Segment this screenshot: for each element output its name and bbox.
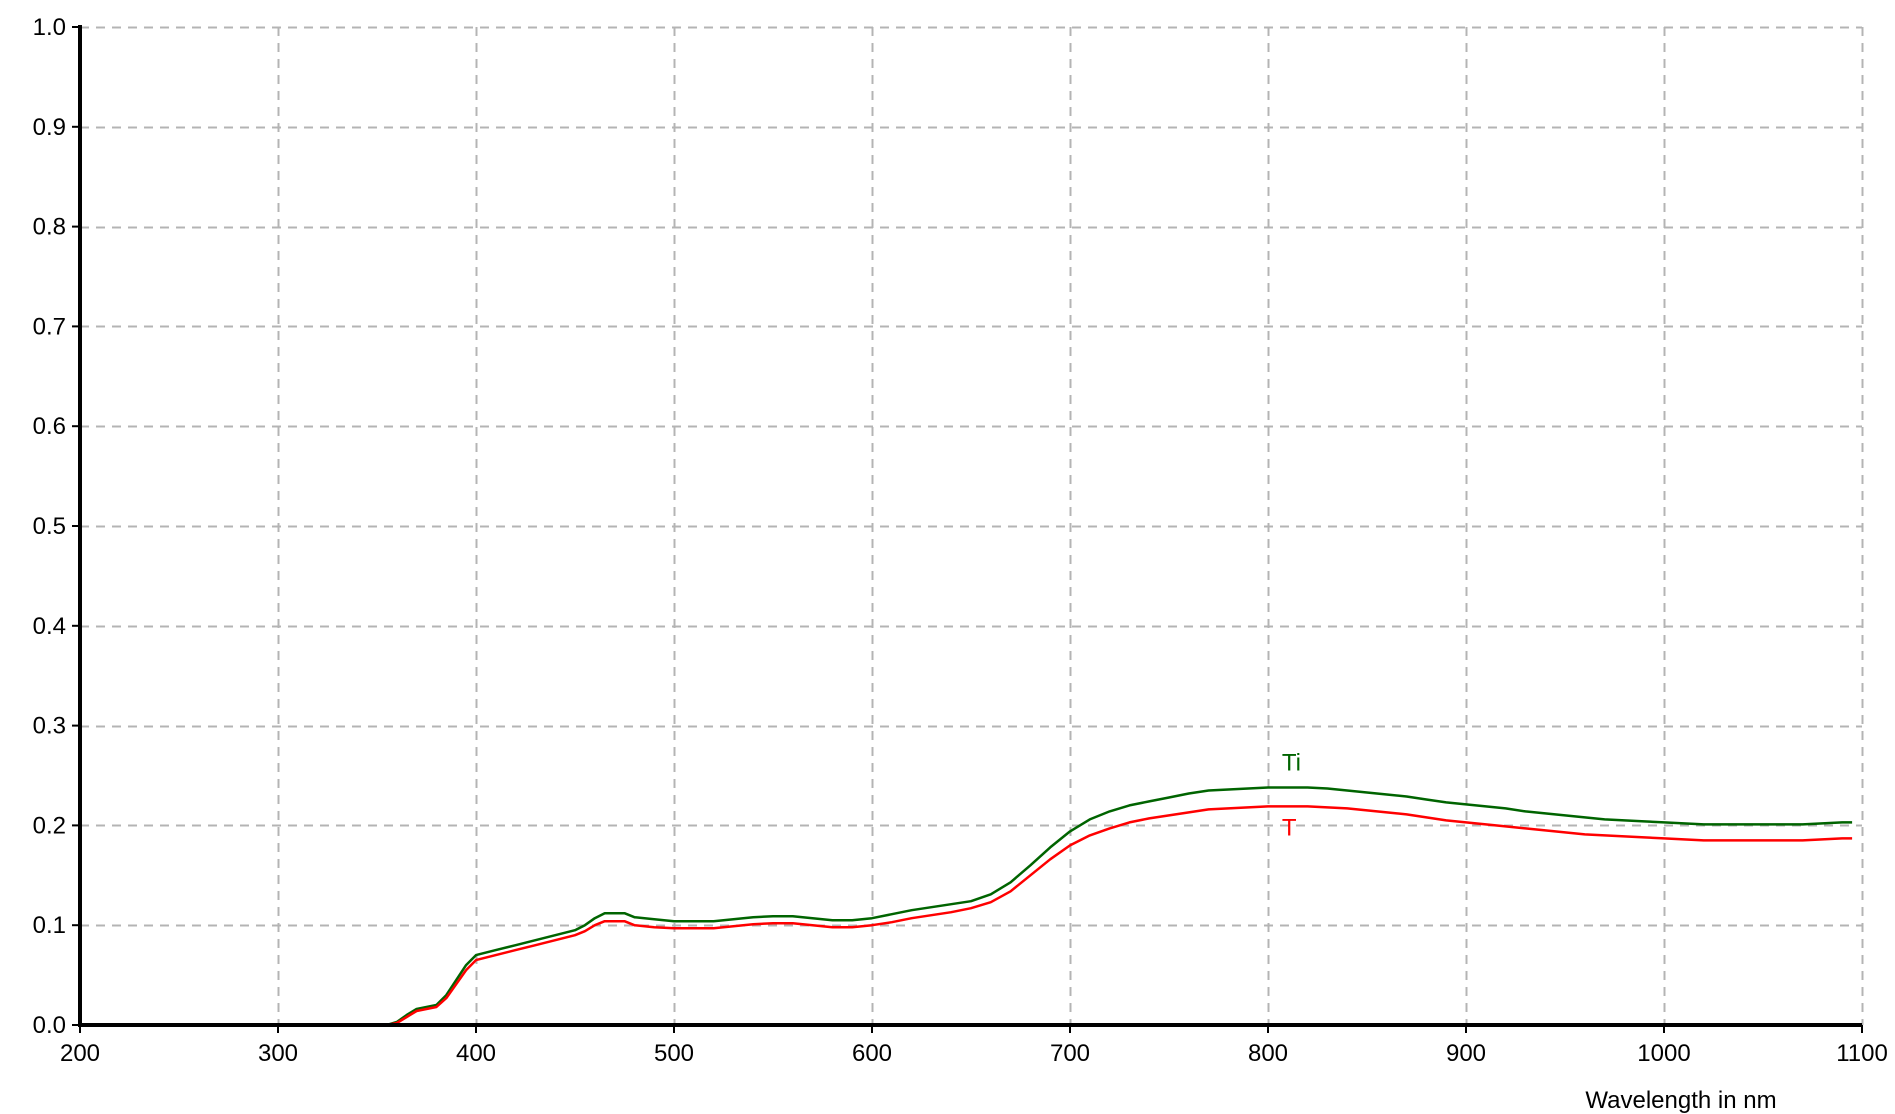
series-line-ti — [80, 786, 1853, 1027]
series-lines — [80, 786, 1853, 1027]
y-tick-label: 0.1 — [33, 912, 66, 939]
x-axis-ticks: 200 300 400 500 600 700 800 900 1000 1100 — [60, 1025, 1888, 1067]
y-tick-label: 0.7 — [33, 313, 66, 340]
x-tick-label: 1000 — [1637, 1040, 1690, 1067]
y-tick-label: 0.5 — [33, 513, 66, 540]
y-axis-ticks: 0.0 0.1 0.2 0.3 0.4 0.5 0.6 0.7 0.8 0.9 1.0 — [33, 14, 80, 1039]
series-label-t: T — [1282, 814, 1297, 841]
x-tick-label: 700 — [1050, 1040, 1090, 1067]
series-label-ti: Ti — [1282, 750, 1301, 777]
x-axis-title: Wavelength in nm — [1585, 1087, 1776, 1114]
y-tick-label: 0.2 — [33, 812, 66, 839]
series-line-t — [80, 805, 1853, 1027]
x-tick-label: 900 — [1446, 1040, 1486, 1067]
x-tick-label: 400 — [456, 1040, 496, 1067]
y-tick-label: 0.9 — [33, 114, 66, 141]
y-tick-label: 0.0 — [33, 1012, 66, 1039]
x-tick-label: 200 — [60, 1040, 100, 1067]
x-tick-label: 500 — [654, 1040, 694, 1067]
y-tick-label: 0.8 — [33, 214, 66, 241]
y-tick-label: 0.6 — [33, 413, 66, 440]
y-tick-label: 0.3 — [33, 713, 66, 740]
y-tick-label: 1.0 — [33, 14, 66, 41]
x-tick-label: 1100 — [1836, 1040, 1888, 1067]
x-tick-label: 300 — [258, 1040, 298, 1067]
x-tick-label: 800 — [1248, 1040, 1288, 1067]
y-tick-label: 0.4 — [33, 613, 66, 640]
x-tick-label: 600 — [852, 1040, 892, 1067]
series-labels: Ti T — [1282, 750, 1301, 842]
grid-lines — [80, 26, 1864, 1025]
